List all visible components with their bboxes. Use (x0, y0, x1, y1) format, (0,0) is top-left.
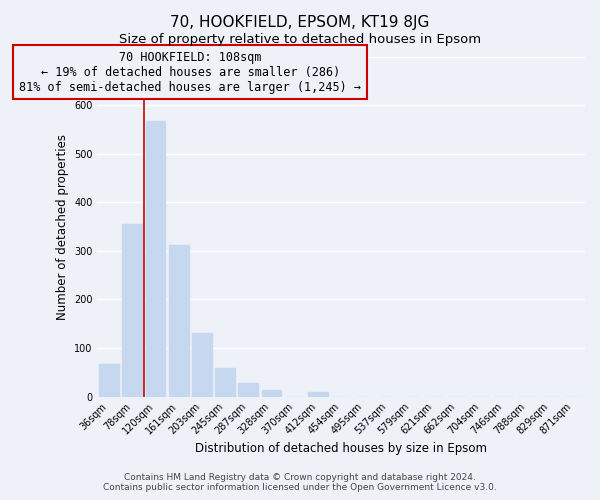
Bar (122, 224, 142, 396)
Text: Size of property relative to detached houses in Epsom: Size of property relative to detached ho… (119, 32, 481, 46)
Text: Contains HM Land Registry data © Crown copyright and database right 2024.
Contai: Contains HM Land Registry data © Crown c… (103, 473, 497, 492)
Bar (308, 392, 328, 396)
Bar (262, 390, 281, 396)
Bar (169, 244, 188, 396)
Bar (146, 121, 166, 396)
Bar (192, 334, 212, 396)
Bar (99, 364, 119, 396)
Text: 70, HOOKFIELD, EPSOM, KT19 8JG: 70, HOOKFIELD, EPSOM, KT19 8JG (170, 15, 430, 30)
X-axis label: Distribution of detached houses by size in Epsom: Distribution of detached houses by size … (195, 442, 487, 455)
Bar (215, 368, 235, 396)
Bar (238, 383, 258, 396)
Text: 70 HOOKFIELD: 108sqm
← 19% of detached houses are smaller (286)
81% of semi-deta: 70 HOOKFIELD: 108sqm ← 19% of detached h… (19, 50, 361, 94)
Y-axis label: Number of detached properties: Number of detached properties (56, 134, 68, 320)
